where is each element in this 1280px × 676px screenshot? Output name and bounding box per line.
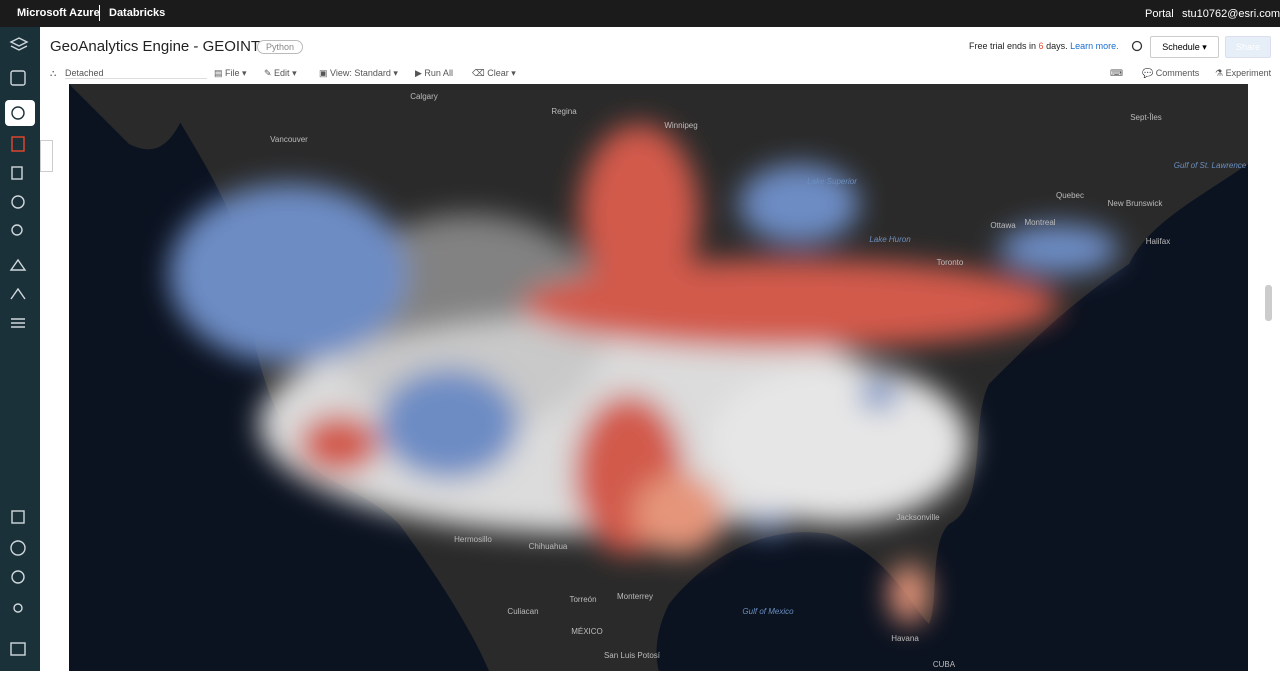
map: Calgary Vancouver Regina Winnipeg Sept-Îles G… xyxy=(69,84,1248,671)
map-label: New Brunswick xyxy=(1108,199,1164,208)
partner-icon[interactable] xyxy=(11,510,25,524)
map-label: Winnipeg xyxy=(664,121,697,130)
trial-prefix: Free trial ends in xyxy=(969,41,1037,51)
map-label: Regina xyxy=(551,107,577,116)
hex-density xyxy=(169,124,1119,624)
user[interactable]: stu10762@esri.com xyxy=(1182,8,1280,20)
edit-label: Edit xyxy=(274,68,290,78)
clock-icon[interactable] xyxy=(1131,40,1143,52)
share-button[interactable]: Share xyxy=(1225,36,1271,58)
repo-icon[interactable] xyxy=(11,166,23,180)
map-label: MÉXICO xyxy=(571,627,603,636)
clear-menu[interactable]: ⌫ Clear ▾ xyxy=(472,68,516,78)
notebook-icon[interactable] xyxy=(11,136,25,152)
workspace-icon[interactable] xyxy=(9,37,29,51)
settings-icon[interactable] xyxy=(11,570,25,584)
cluster-icon: ⛬ xyxy=(50,68,57,78)
jobs-icon[interactable] xyxy=(11,318,25,328)
run-all[interactable]: ▶ Run All xyxy=(415,68,453,78)
language-badge[interactable]: Python xyxy=(257,40,304,54)
map-label: Montreal xyxy=(1024,218,1055,227)
share-label: Share xyxy=(1235,42,1261,52)
clear-label: Clear xyxy=(487,68,509,78)
trial-notice: Free trial ends in 6 days. Learn more. xyxy=(969,41,1119,51)
map-label: Calgary xyxy=(410,92,438,101)
scrollbar-thumb[interactable] xyxy=(1265,285,1272,321)
land-west xyxy=(69,84,199,150)
map-label: Lake Superior xyxy=(807,177,857,186)
workflows-icon[interactable] xyxy=(10,287,26,300)
edit-menu[interactable]: ✎ Edit ▾ xyxy=(264,68,297,78)
catalog-icon[interactable] xyxy=(9,258,27,271)
file-menu[interactable]: ▤ File ▾ xyxy=(214,68,247,78)
user-icon[interactable] xyxy=(13,603,23,613)
comments-label: Comments xyxy=(1155,68,1200,78)
help-icon[interactable] xyxy=(10,540,26,556)
brand[interactable]: Microsoft Azure xyxy=(17,7,100,19)
notebook-title[interactable]: GeoAnalytics Engine - GEOINT xyxy=(50,38,261,55)
map-label: Vancouver xyxy=(270,135,308,144)
map-label: Jacksonville xyxy=(896,513,940,522)
search-icon[interactable] xyxy=(11,224,23,236)
map-label: Gulf of St. Lawrence xyxy=(1174,161,1247,170)
schedule-button[interactable]: Schedule ▾ xyxy=(1150,36,1219,58)
notebook-header: GeoAnalytics Engine - GEOINT Python Free… xyxy=(40,27,1280,63)
keyboard-icon[interactable]: ⌨ xyxy=(1110,68,1123,78)
toolbar: ⛬ Detached ▤ File ▾ ✎ Edit ▾ ▣ View: Sta… xyxy=(40,63,1280,84)
map-label: Lake Huron xyxy=(869,235,911,244)
map-labels: Calgary Vancouver Regina Winnipeg Sept-Îles G… xyxy=(270,92,1247,669)
collapse-icon[interactable] xyxy=(10,642,26,656)
map-label: Gulf of Mexico xyxy=(742,607,794,616)
experiment[interactable]: ⚗ Experiment xyxy=(1215,68,1272,78)
map-label: Culiacan xyxy=(507,607,538,616)
map-label: Sept-Îles xyxy=(1130,113,1162,122)
map-label: Monterrey xyxy=(617,592,653,601)
schedule-label: Schedule xyxy=(1162,42,1200,52)
recents-icon[interactable] xyxy=(11,195,25,209)
new-button[interactable] xyxy=(5,100,35,126)
top-bar: Microsoft Azure Databricks Portal stu107… xyxy=(0,0,1280,27)
data-icon[interactable] xyxy=(10,70,26,86)
map-label: Ottawa xyxy=(990,221,1016,230)
experiment-label: Experiment xyxy=(1225,68,1272,78)
map-label: Torreón xyxy=(569,595,596,604)
trial-suffix: days. xyxy=(1046,41,1068,51)
map-label: Quebec xyxy=(1056,191,1084,200)
view-label: View: Standard xyxy=(330,68,391,78)
map-label: Halifax xyxy=(1146,237,1170,246)
panel-toggle[interactable] xyxy=(40,140,53,172)
map-label: San Luis Potosí xyxy=(604,651,661,660)
learn-more[interactable]: Learn more. xyxy=(1070,41,1119,51)
map-label: Chihuahua xyxy=(529,542,568,551)
new-icon xyxy=(11,106,25,120)
map-label: CUBA xyxy=(933,660,956,669)
file-label: File xyxy=(225,68,240,78)
portal-link[interactable]: Portal xyxy=(1145,8,1174,20)
cluster-select[interactable]: Detached xyxy=(65,68,207,79)
product[interactable]: Databricks xyxy=(109,7,166,19)
view-menu[interactable]: ▣ View: Standard ▾ xyxy=(319,68,398,78)
map-label: Havana xyxy=(891,634,919,643)
map-label: Toronto xyxy=(937,258,964,267)
map-output[interactable]: Calgary Vancouver Regina Winnipeg Sept-Îles G… xyxy=(69,84,1248,671)
sidebar-icons xyxy=(5,37,35,656)
divider xyxy=(99,5,100,21)
run-all-label: Run All xyxy=(424,68,453,78)
trial-days: 6 xyxy=(1038,41,1044,51)
map-label: Hermosillo xyxy=(454,535,492,544)
sidebar xyxy=(0,27,40,671)
comments[interactable]: 💬 Comments xyxy=(1142,68,1200,78)
